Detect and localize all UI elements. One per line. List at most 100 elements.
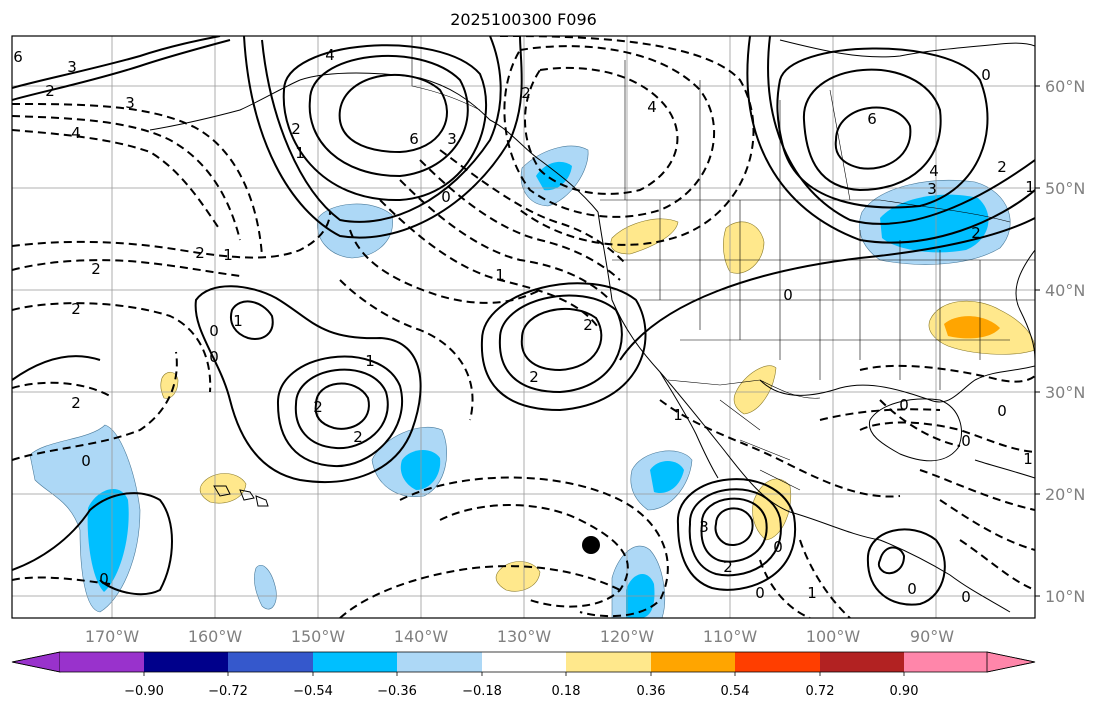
contour-high-canada-4	[802, 68, 942, 192]
contour-high-mexico-3	[714, 507, 754, 546]
storm-marker	[582, 536, 600, 554]
colorbar-segment	[313, 652, 397, 672]
border-canada-provinces	[624, 60, 851, 201]
contour-high-gulfalaska-2	[261, 36, 502, 223]
colorbar-segment	[482, 652, 566, 672]
contour-label: 2	[45, 82, 55, 100]
colorbar-label: −0.90	[124, 684, 164, 699]
contour-low-pac-1	[12, 211, 331, 259]
colorbar-segment	[60, 652, 144, 672]
contours-negative	[12, 36, 1035, 618]
lon-label-90W: 90°W	[909, 627, 955, 646]
colorbar-label: −0.72	[208, 684, 248, 699]
lat-label-30N: 30°N	[1045, 383, 1086, 402]
contour-low-bering-3	[12, 115, 241, 241]
colorbar-segment	[144, 652, 228, 672]
contour-low-pac-1b	[12, 351, 178, 461]
border-us-canada	[600, 199, 1011, 223]
contour-high-pac-west	[12, 492, 173, 596]
border-us-mexico	[667, 379, 821, 399]
blue-patch-aleutian	[317, 203, 393, 259]
contour-label: 2	[353, 428, 363, 446]
contour-label: 1	[807, 584, 817, 602]
contour-label: 6	[867, 110, 877, 128]
colorbar-label: −0.18	[462, 684, 502, 699]
contour-label: 3	[927, 180, 937, 198]
contour-high-midpac-0	[194, 285, 422, 483]
contour-label-group: 6 3 2 4 4 6 3 0 2 1 2 4 6 4 3 2 1 0 2 1 …	[13, 46, 1035, 606]
contour-low-south-0	[439, 504, 629, 608]
colorbar-segment	[397, 652, 482, 672]
contour-high-mexico-2	[688, 488, 782, 577]
contour-high-canada-6	[834, 106, 912, 170]
lat-label-20N: 20°N	[1045, 485, 1086, 504]
contour-high-gulfalaska-3	[282, 44, 488, 202]
contour-label: 0	[441, 188, 451, 206]
contour-low-bering-2	[12, 103, 263, 257]
contour-low-bering-4	[12, 129, 221, 231]
lat-label-50N: 50°N	[1045, 179, 1086, 198]
contour-low-pac-2b	[12, 302, 212, 393]
contour-high-gulfalaska-1	[243, 36, 523, 239]
contour-low-north-3	[503, 45, 716, 218]
contour-high-midpac-1b	[276, 355, 403, 468]
lat-label-60N: 60°N	[1045, 77, 1086, 96]
contour-high-west-0	[230, 300, 274, 340]
blue-core-greatlakes	[880, 194, 989, 253]
blue-patch-small	[254, 564, 277, 610]
contour-label: 2	[71, 394, 81, 412]
contour-label: 2	[91, 260, 101, 278]
contour-label: 2	[195, 244, 205, 262]
contour-high-ca-0	[480, 282, 647, 412]
contour-low-trough-4	[439, 149, 625, 263]
coast-yucatan	[868, 398, 962, 462]
contour-label: 0	[99, 570, 109, 588]
contour-label: 1	[233, 312, 243, 330]
contour-label: 0	[209, 348, 219, 366]
contour-low-pac-2c	[12, 381, 111, 397]
contour-label: 6	[13, 48, 23, 66]
contour-low-trough-1	[379, 199, 601, 331]
colorbar-segment	[566, 652, 651, 672]
contour-label: 4	[647, 98, 657, 116]
shaded-anomaly-negative	[29, 145, 1011, 618]
contour-label: 2	[313, 398, 323, 416]
contour-high-gulfalaska-4	[308, 54, 469, 178]
contour-label: 6	[409, 130, 419, 148]
contour-label: 3	[447, 130, 457, 148]
colorbar-segment	[651, 652, 735, 672]
coast-aleutians	[149, 79, 301, 131]
contour-label: 0	[997, 402, 1007, 420]
lon-label-150W: 150°W	[290, 627, 346, 646]
contour-high-pac-west2	[12, 355, 101, 381]
contour-label: 0	[899, 396, 909, 414]
contour-label: 2	[521, 84, 531, 102]
orange-core-east	[944, 316, 1000, 339]
colorbar-segment	[228, 652, 313, 672]
contour-low-east-2	[819, 408, 941, 421]
yellow-patch-hawaii	[199, 473, 247, 504]
contour-low-east-1	[859, 364, 1035, 383]
contour-label: 4	[929, 162, 939, 180]
contour-label: 2	[71, 300, 81, 318]
contour-low-gulf	[859, 421, 1035, 453]
contour-high-gulfalaska-6	[338, 73, 448, 154]
coast-gulf	[759, 365, 1035, 403]
contour-high-ca-2	[520, 307, 603, 372]
contour-high-mexico-3b	[700, 497, 768, 563]
colorbar-label: 0.18	[551, 684, 581, 699]
contour-low-trough-2	[399, 179, 611, 301]
border-mexico-states	[719, 399, 801, 491]
lon-label-160W: 160°W	[187, 627, 243, 646]
contour-label: 2	[583, 316, 593, 334]
contour-label: 4	[325, 46, 335, 64]
contour-high-ca-1	[498, 294, 623, 394]
contour-label: 2	[971, 224, 981, 242]
lon-label-110W: 110°W	[702, 627, 758, 646]
colorbar-label: −0.36	[377, 684, 417, 699]
contour-label: 2	[723, 558, 733, 576]
contour-label: 1	[295, 144, 305, 162]
contour-label: 0	[755, 584, 765, 602]
contour-label: 2	[529, 368, 539, 386]
blue-core-midpac	[400, 449, 441, 490]
